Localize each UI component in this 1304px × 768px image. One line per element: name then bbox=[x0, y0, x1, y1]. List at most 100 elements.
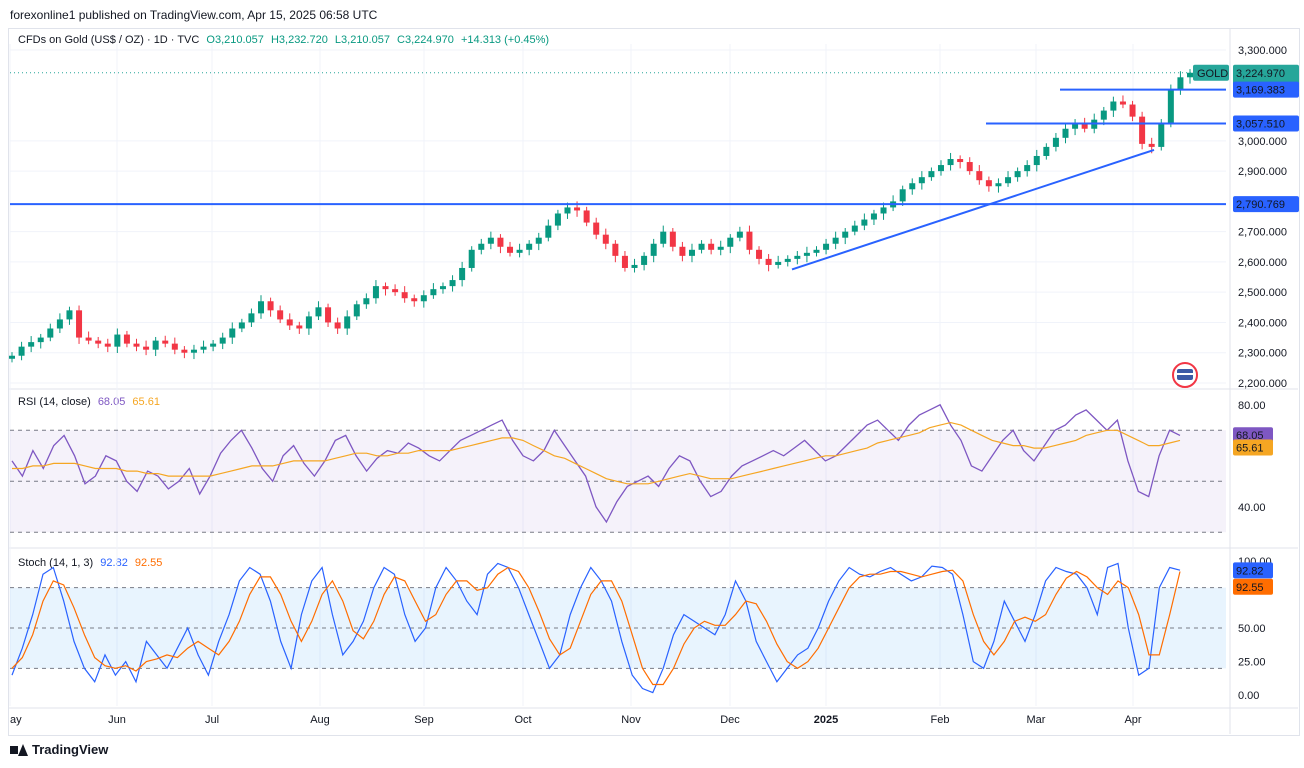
candle-body bbox=[660, 231, 667, 244]
candle-body bbox=[535, 237, 542, 244]
candle-body bbox=[736, 231, 743, 238]
candle-body bbox=[545, 225, 552, 238]
candle-body bbox=[698, 243, 705, 250]
candle-body bbox=[258, 301, 265, 314]
candle-body bbox=[1119, 101, 1126, 105]
candle-body bbox=[210, 343, 217, 347]
time-tick-label: Mar bbox=[1027, 714, 1046, 726]
candle-body bbox=[842, 231, 849, 238]
candle-body bbox=[1110, 101, 1117, 111]
candle-body bbox=[679, 246, 686, 256]
candle-body bbox=[315, 307, 322, 317]
candle-body bbox=[1129, 104, 1136, 117]
candle-body bbox=[76, 310, 83, 338]
change-value: +14.313 (+0.45%) bbox=[460, 34, 550, 46]
candle-body bbox=[200, 346, 207, 350]
rsi-value-label: 68.05 bbox=[1236, 430, 1264, 442]
stoch-label: Stoch (14, 1, 3) bbox=[18, 557, 94, 569]
candle-body bbox=[1187, 72, 1193, 78]
candle-body bbox=[612, 243, 619, 256]
time-tick-label: Aug bbox=[310, 714, 330, 726]
candle-body bbox=[325, 307, 332, 323]
rsi-value: 68.05 bbox=[97, 396, 126, 408]
trendline bbox=[791, 148, 1155, 271]
candle-body bbox=[621, 255, 628, 268]
candle-body bbox=[688, 249, 695, 256]
time-tick-label: Dec bbox=[720, 714, 740, 726]
candle-body bbox=[152, 340, 159, 350]
candle-body bbox=[344, 316, 351, 329]
candle-body bbox=[899, 189, 906, 202]
candle-body bbox=[526, 243, 533, 250]
price-label-text: 3,224.970 bbox=[1236, 68, 1285, 80]
candle-body bbox=[47, 328, 54, 338]
candle-body bbox=[583, 210, 590, 223]
candle-body bbox=[1043, 146, 1050, 156]
symbol-label: CFDs on Gold (US$ / OZ) · 1D · TVC bbox=[18, 34, 200, 46]
candle-body bbox=[420, 295, 427, 302]
candle-body bbox=[794, 255, 801, 259]
candle-body bbox=[478, 243, 485, 250]
candle-body bbox=[641, 255, 648, 265]
candle-body bbox=[497, 237, 504, 247]
candle-body bbox=[909, 183, 916, 190]
candle-body bbox=[851, 225, 858, 232]
candle-body bbox=[1052, 137, 1059, 147]
candle-body bbox=[995, 183, 1002, 187]
candle-body bbox=[487, 237, 494, 244]
candle-body bbox=[219, 337, 226, 344]
candle-body bbox=[95, 340, 102, 344]
candle-body bbox=[861, 219, 868, 226]
time-tick-label: Oct bbox=[514, 714, 531, 726]
time-tick-label: ay bbox=[10, 714, 22, 726]
candle-body bbox=[1081, 122, 1088, 129]
price-tick-label: 3,000.000 bbox=[1238, 136, 1287, 148]
time-tick-label: Nov bbox=[621, 714, 641, 726]
candle-body bbox=[162, 340, 169, 344]
time-tick-label: Sep bbox=[414, 714, 434, 726]
candle-body bbox=[708, 243, 715, 250]
candle-body bbox=[880, 207, 887, 214]
candle-body bbox=[37, 337, 44, 343]
rsi-ma-line bbox=[12, 421, 1181, 485]
stoch-legend: Stoch (14, 1, 3) 92.82 92.55 bbox=[18, 557, 166, 569]
footer-brand-text: TradingView bbox=[32, 742, 109, 757]
high-value: H3,232.720 bbox=[270, 34, 328, 46]
candle-body bbox=[363, 298, 370, 305]
close-value: C3,224.970 bbox=[397, 34, 454, 46]
rsi-ma-value: 65.61 bbox=[132, 396, 160, 408]
candle-body bbox=[507, 246, 514, 253]
candle-body bbox=[918, 177, 925, 184]
candle-body bbox=[238, 322, 245, 329]
price-tick-label: 3,300.000 bbox=[1238, 45, 1287, 57]
candle-body bbox=[784, 258, 791, 262]
stoch-d-value-label: 92.55 bbox=[1236, 582, 1264, 594]
price-tick-label: 2,500.000 bbox=[1238, 287, 1287, 299]
candle-body bbox=[669, 231, 676, 247]
candle-body bbox=[554, 213, 561, 226]
candle-body bbox=[401, 292, 408, 299]
candle-body bbox=[85, 337, 92, 341]
price-tick-label: 2,700.000 bbox=[1238, 227, 1287, 239]
candle-body bbox=[928, 171, 935, 178]
candle-body bbox=[1024, 165, 1031, 172]
price-tick-label: 2,200.000 bbox=[1238, 378, 1287, 390]
candle-body bbox=[1072, 122, 1079, 129]
candle-body bbox=[18, 346, 25, 356]
price-label-box bbox=[1233, 196, 1299, 213]
candle-body bbox=[439, 286, 446, 290]
candle-body bbox=[746, 231, 753, 250]
candle-body bbox=[966, 162, 973, 172]
candle-body bbox=[775, 261, 782, 265]
candle-body bbox=[334, 322, 341, 329]
candle-body bbox=[267, 301, 274, 311]
candle-body bbox=[593, 222, 600, 235]
rsi-value-box bbox=[1233, 427, 1273, 444]
candle-body bbox=[574, 207, 581, 211]
price-label-box bbox=[1233, 81, 1299, 98]
candle-body bbox=[650, 243, 657, 256]
price-tick-label: 2,900.000 bbox=[1238, 166, 1287, 178]
candle-body bbox=[28, 342, 35, 347]
candle-body bbox=[803, 252, 810, 256]
